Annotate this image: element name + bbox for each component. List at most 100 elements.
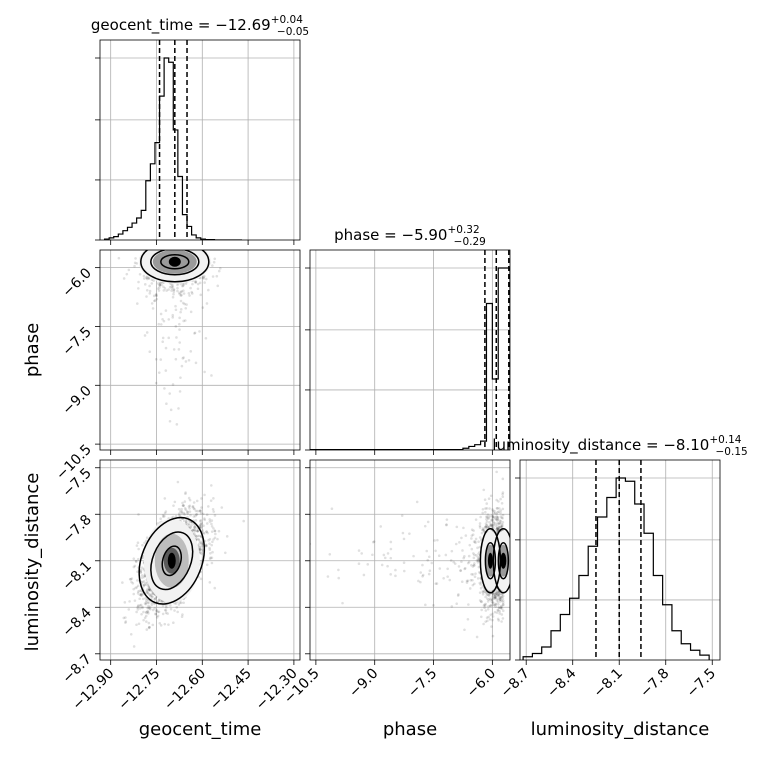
sample-point [132, 587, 135, 591]
sample-point [217, 529, 221, 533]
sample-point [415, 500, 419, 504]
sample-point [493, 595, 497, 598]
sample-point [188, 294, 191, 297]
sample-point [499, 598, 502, 602]
sample-point [137, 604, 140, 607]
sample-point [137, 622, 141, 626]
sample-point [282, 521, 285, 524]
sample-point [150, 302, 154, 305]
sample-point [467, 603, 470, 606]
sample-point [191, 282, 194, 286]
sample-point [477, 559, 480, 563]
sample-point [194, 361, 198, 365]
sample-point [496, 527, 500, 531]
sample-point [475, 559, 479, 562]
sample-point [209, 551, 212, 555]
sample-point [128, 577, 132, 581]
sample-point [148, 593, 151, 597]
sample-point [176, 286, 179, 290]
sample-point [474, 541, 477, 545]
sample-point [153, 598, 157, 601]
sample-point [139, 593, 143, 596]
sample-point [497, 606, 501, 610]
sample-point [500, 525, 504, 528]
sample-point [180, 293, 183, 297]
sample-point [147, 589, 151, 592]
sample-point [474, 537, 478, 541]
sample-point [424, 603, 427, 607]
sample-point [402, 569, 406, 573]
sample-point [499, 515, 503, 518]
sample-point [160, 600, 164, 604]
sample-point [472, 556, 476, 560]
sample-point [360, 552, 364, 555]
sample-point [492, 596, 496, 600]
sample-point [140, 592, 143, 596]
sample-point [491, 515, 495, 519]
sample-point [145, 628, 149, 631]
sample-point [501, 516, 504, 520]
sample-point [143, 334, 147, 337]
sample-point [499, 606, 502, 610]
sample-point [485, 616, 489, 619]
x-tick-label: −8.1 [591, 666, 626, 701]
sample-point [137, 513, 140, 516]
sample-point [168, 285, 172, 289]
sample-point [485, 524, 488, 528]
sample-point [371, 540, 375, 544]
sample-point [198, 548, 202, 551]
sample-point [200, 521, 203, 525]
sample-point [495, 498, 498, 502]
sample-point [159, 517, 162, 521]
sample-point [178, 390, 182, 393]
sample-point [147, 277, 151, 280]
sample-point [179, 299, 183, 303]
sample-point [143, 283, 147, 286]
sample-point [204, 543, 208, 547]
sample-point [205, 563, 209, 567]
sample-point [481, 527, 485, 530]
sample-point [171, 515, 175, 519]
sample-point [485, 507, 489, 510]
sample-point [194, 535, 198, 538]
sample-point [199, 548, 202, 552]
sample-point [491, 634, 495, 638]
sample-point [138, 272, 142, 276]
sample-point [466, 617, 470, 621]
sample-point [474, 553, 478, 557]
sample-point [146, 587, 149, 591]
sample-point [501, 507, 505, 511]
sample-point [495, 527, 499, 531]
sample-point [155, 609, 158, 613]
sample-point [178, 322, 181, 326]
sample-point [147, 588, 151, 592]
sample-point [147, 592, 150, 595]
sample-point [432, 604, 435, 607]
sample-point [499, 519, 503, 523]
sample-point [479, 615, 483, 619]
sample-point [183, 319, 187, 322]
sample-point [163, 514, 166, 518]
sample-point [202, 277, 206, 280]
y-axis-label: luminosity_distance [22, 473, 43, 652]
sample-point [495, 470, 498, 474]
y-tick-label: −9.0 [59, 383, 94, 418]
sample-point [494, 602, 498, 606]
sample-point [500, 525, 504, 529]
sample-point [389, 547, 393, 551]
sample-point [141, 597, 145, 601]
sample-point [496, 592, 499, 596]
sample-point [162, 285, 165, 289]
sample-point [485, 523, 489, 527]
sample-point [159, 624, 163, 627]
sample-point [171, 285, 175, 289]
sample-point [487, 593, 491, 597]
sample-point [194, 280, 198, 283]
sample-point [127, 608, 131, 611]
sample-point [208, 548, 212, 551]
sample-point [213, 529, 217, 533]
sample-point [485, 502, 489, 505]
sample-point [500, 605, 503, 609]
sample-point [497, 609, 500, 612]
sample-point [470, 537, 473, 540]
